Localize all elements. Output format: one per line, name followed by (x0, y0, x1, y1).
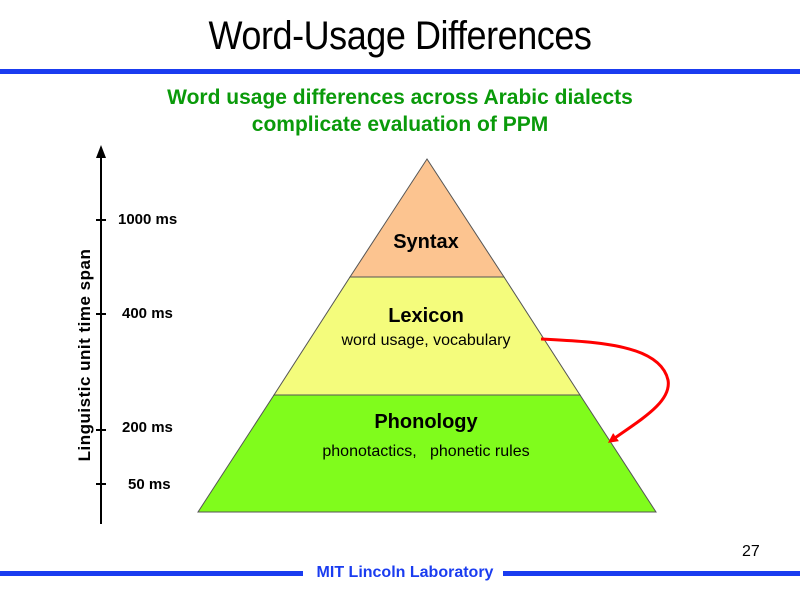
slide-title: Word-Usage Differences (208, 14, 592, 58)
level-title-phonology: Phonology (374, 411, 478, 433)
level-title-lexicon: Lexicon (388, 305, 464, 327)
subtitle-line-1: Word usage differences across Arabic dia… (167, 86, 633, 109)
subtitle-line-2: complicate evaluation of PPM (251, 113, 549, 136)
axis-arrowhead-icon (96, 145, 106, 158)
level-description-phonology: phonotactics, phonetic rules (322, 443, 530, 460)
page-number: 27 (742, 543, 760, 560)
tick-label-50ms: 50 ms (128, 476, 171, 493)
footer-bar-right (503, 571, 800, 576)
footer-label: MIT Lincoln Laboratory (316, 564, 494, 581)
lexicon-to-phonology-arrow (540, 337, 670, 443)
pyramid-level-syntax (349, 158, 505, 278)
level-title-syntax: Syntax (393, 231, 459, 253)
tick-label-200ms: 200 ms (122, 419, 173, 436)
footer-bar-left (0, 571, 303, 576)
tick-label-1000ms: 1000 ms (118, 211, 178, 228)
level-description-lexicon: word usage, vocabulary (341, 332, 511, 349)
tick-label-400ms: 400 ms (122, 305, 173, 322)
axis-label: Linguistic unit time span (75, 248, 94, 462)
title-divider (0, 69, 800, 74)
pyramid-level-phonology (197, 394, 657, 513)
